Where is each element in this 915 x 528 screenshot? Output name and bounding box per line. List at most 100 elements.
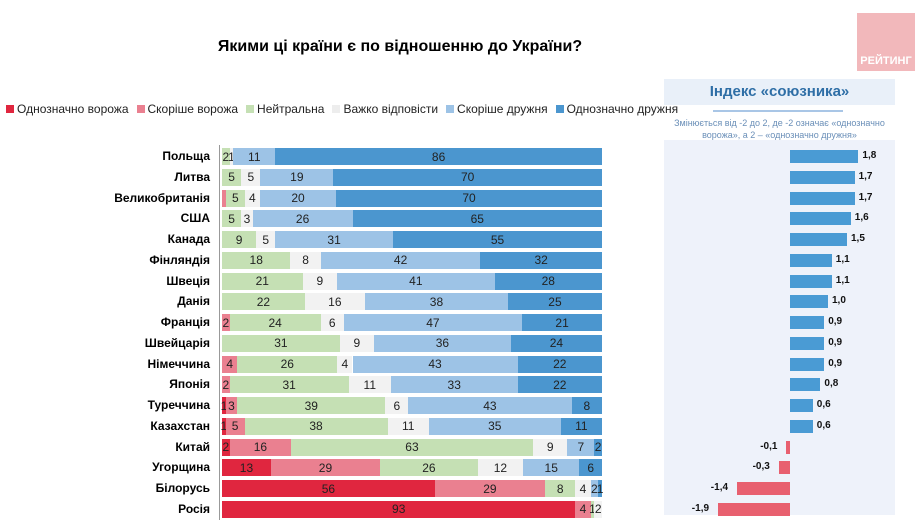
bar-segment: 29 bbox=[270, 459, 380, 477]
index-bar bbox=[790, 336, 825, 350]
legend-swatch bbox=[136, 105, 145, 113]
bar-segment: 93 bbox=[222, 500, 576, 518]
bar-segment: 1 bbox=[220, 417, 228, 435]
bar-segment: 31 bbox=[222, 334, 340, 352]
legend-swatch bbox=[6, 105, 14, 113]
category-label: Білорусь bbox=[155, 481, 210, 495]
bar-segment: 12 bbox=[477, 459, 523, 477]
bar-segment: 5 bbox=[241, 168, 261, 186]
category-label: Туреччина bbox=[147, 398, 210, 412]
bar-segment: 26 bbox=[380, 459, 478, 477]
index-bar bbox=[790, 212, 851, 226]
index-value: -0,1 bbox=[760, 440, 778, 452]
category-label: Німеччина bbox=[147, 356, 210, 371]
bar-segment: 5 bbox=[222, 210, 242, 228]
bar-segment bbox=[222, 189, 226, 207]
index-bar bbox=[786, 440, 790, 454]
category-label: Японія bbox=[169, 377, 210, 392]
index-bar bbox=[736, 482, 790, 495]
index-bar bbox=[790, 191, 855, 205]
legend-item: Важко відповісти bbox=[332, 102, 438, 116]
index-value: 1,6 bbox=[854, 212, 869, 224]
chart-title: Якими ці країни є по відношенню до Украї… bbox=[217, 38, 583, 55]
index-bar bbox=[790, 378, 821, 392]
bar-segment: 8 bbox=[571, 397, 602, 414]
category-label: Польща bbox=[162, 149, 210, 163]
index-value: -0,3 bbox=[752, 461, 770, 473]
index-value: 1,1 bbox=[835, 253, 850, 265]
bar-segment: 65 bbox=[352, 210, 602, 228]
bar-segment: 70 bbox=[333, 168, 602, 186]
index-value: 0,9 bbox=[828, 357, 843, 369]
bar-segment: 70 bbox=[336, 189, 602, 207]
category-label: Швеція bbox=[166, 273, 210, 288]
category-label: Швейцарія bbox=[144, 335, 210, 350]
index-value: 0,9 bbox=[828, 336, 843, 348]
bar-segment: 25 bbox=[507, 293, 602, 311]
legend-item: Однозначно дружня bbox=[555, 102, 678, 116]
bar-segment: 11 bbox=[233, 148, 276, 165]
index-value: 1,8 bbox=[862, 150, 877, 161]
bar-segment: 7 bbox=[567, 438, 595, 456]
bar-segment: 11 bbox=[560, 417, 602, 435]
index-value: -1,4 bbox=[710, 482, 729, 493]
category-label: Угорщина bbox=[152, 460, 210, 475]
bar-segment: 41 bbox=[337, 272, 495, 290]
bar-segment: 38 bbox=[364, 293, 508, 311]
legend-swatch bbox=[555, 105, 564, 113]
index-value: -1,9 bbox=[691, 502, 710, 514]
index-bar bbox=[790, 170, 855, 184]
index-value: 1,5 bbox=[851, 233, 865, 244]
category-axis bbox=[219, 145, 220, 520]
bar-segment: 35 bbox=[428, 417, 561, 435]
bar-segment: 33 bbox=[390, 376, 518, 394]
bar-segment: 5 bbox=[222, 168, 242, 186]
category-label: Китай bbox=[175, 439, 210, 454]
bar-segment: 2 bbox=[594, 438, 602, 456]
bar-segment: 63 bbox=[291, 438, 533, 456]
bar-segment: 24 bbox=[229, 314, 321, 331]
bar-segment: 9 bbox=[339, 334, 374, 352]
bar-segment: 38 bbox=[244, 417, 388, 435]
bar-segment: 22 bbox=[517, 355, 602, 373]
bar-segment: 11 bbox=[387, 417, 429, 435]
bar-segment: 2 bbox=[590, 480, 599, 497]
bar-segment: 36 bbox=[374, 334, 511, 352]
index-bar bbox=[790, 419, 813, 433]
index-panel bbox=[664, 140, 895, 515]
bar-segment: 5 bbox=[225, 417, 245, 435]
bar-segment: 18 bbox=[222, 251, 291, 269]
bar-segment: 56 bbox=[222, 480, 435, 497]
category-label: Литва bbox=[174, 169, 210, 184]
bar-segment: 55 bbox=[393, 231, 602, 248]
bar-segment: 2 bbox=[222, 438, 230, 456]
bar-segment: 15 bbox=[522, 459, 580, 477]
legend-label: Скоріше дружня bbox=[457, 102, 548, 116]
bar-segment: 22 bbox=[222, 293, 305, 311]
index-value: 0,6 bbox=[816, 399, 831, 410]
bar-segment: 4 bbox=[244, 189, 260, 207]
bar-segment: 9 bbox=[532, 438, 568, 456]
bar-segment: 5 bbox=[225, 189, 245, 207]
bar-segment: 26 bbox=[252, 210, 353, 228]
category-label: Казахстан bbox=[150, 418, 210, 433]
bar-segment: 43 bbox=[352, 355, 518, 373]
index-bar bbox=[790, 233, 847, 246]
bar-segment: 24 bbox=[510, 334, 602, 352]
bar-segment: 22 bbox=[517, 376, 602, 394]
index-bar bbox=[790, 253, 832, 267]
bar-segment: 26 bbox=[237, 355, 338, 373]
bar-segment: 86 bbox=[275, 148, 602, 165]
bar-segment: 28 bbox=[494, 272, 602, 290]
bar-segment: 16 bbox=[304, 293, 365, 311]
index-bar bbox=[790, 274, 832, 288]
bar-segment: 4 bbox=[575, 500, 591, 518]
bar-segment: 21 bbox=[222, 272, 303, 290]
index-bar bbox=[790, 316, 825, 329]
index-bar bbox=[717, 502, 790, 516]
bar-segment: 31 bbox=[275, 231, 393, 248]
bar-segment: 5 bbox=[256, 231, 276, 248]
bar-segment: 43 bbox=[408, 397, 572, 414]
legend-item: Скоріше ворожа bbox=[136, 102, 238, 116]
bar-segment: 42 bbox=[320, 251, 481, 269]
